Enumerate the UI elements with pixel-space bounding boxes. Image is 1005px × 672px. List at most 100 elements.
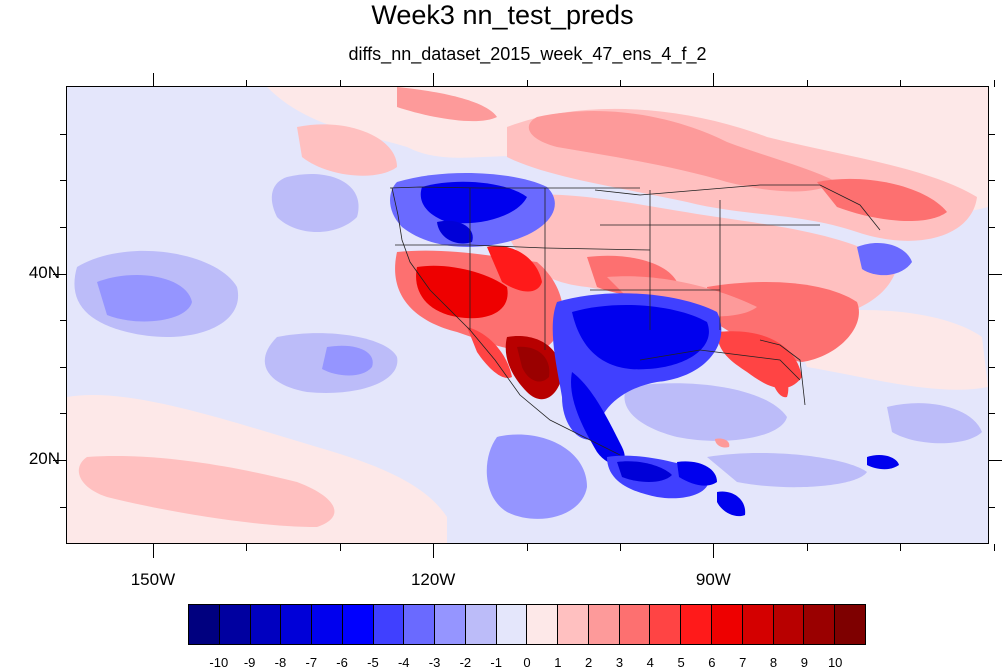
lat-tick-right (988, 413, 995, 415)
colorbar-swatch (219, 605, 251, 644)
lon-tick-top (433, 73, 435, 87)
lat-tick-right (988, 273, 1002, 275)
ocean-blue-mid2 (322, 345, 373, 376)
colorbar-label: 8 (769, 655, 778, 670)
canada-red-patch (397, 87, 497, 122)
colorbar-swatch (681, 605, 713, 644)
lon-tick-top (152, 73, 154, 87)
lon-tick-label: 90W (695, 570, 731, 589)
colorbar-label: -3 (428, 655, 441, 670)
lon-tick-bottom (619, 544, 621, 551)
colorbar-label: -6 (336, 655, 348, 670)
ocean-blue-nw (271, 173, 359, 232)
ocean-blue-east (887, 403, 982, 444)
centam-blue-2 (717, 491, 746, 517)
ocean-blue-gulf (624, 383, 787, 441)
colorbar-swatch (804, 605, 836, 644)
lon-tick-bottom (339, 544, 341, 551)
lat-tick-right (988, 506, 995, 508)
carib-blue-dots (867, 454, 899, 470)
colorbar-swatch (465, 605, 497, 644)
lon-tick-top (993, 80, 995, 87)
colorbar-label: -4 (397, 655, 410, 670)
lat-tick-left (60, 320, 67, 322)
colorbar-label: 5 (677, 655, 685, 670)
lat-tick-left (60, 506, 67, 508)
colorbar-swatch (712, 605, 743, 644)
colorbar-label: -9 (243, 655, 256, 670)
lat-tick-right (988, 133, 995, 135)
lon-tick-top (526, 80, 528, 87)
colorbar-label: 0 (523, 655, 531, 670)
lon-tick-bottom (806, 544, 808, 551)
colorbar-swatch (342, 605, 374, 644)
lat-tick-right (988, 366, 995, 368)
lon-tick-bottom (526, 544, 528, 551)
colorbar-swatch (835, 605, 865, 644)
lon-tick-top (246, 80, 248, 87)
colorbar-swatch (588, 605, 620, 644)
colorbar-label: -2 (459, 655, 472, 670)
colorbar-swatch (281, 605, 313, 644)
map-plot-area (67, 87, 988, 544)
colorbar-swatch (650, 605, 682, 644)
colorbar-swatch (373, 605, 405, 644)
colorbar-swatch (496, 605, 528, 644)
lon-tick-bottom (246, 544, 248, 551)
lat-tick-left (60, 366, 67, 368)
map-field-svg (67, 87, 988, 544)
lon-tick-bottom (993, 544, 995, 551)
lon-tick-top (806, 80, 808, 87)
colorbar-label: 7 (739, 655, 747, 670)
lat-tick-left (60, 413, 67, 415)
lat-tick-right (988, 226, 995, 228)
colorbar (188, 604, 866, 645)
colorbar-label: 1 (554, 655, 562, 670)
lon-tick-top (900, 80, 902, 87)
small-red-gulf (715, 438, 730, 448)
canada-red-core (528, 111, 837, 192)
colorbar-label: 3 (615, 655, 624, 670)
colorbar-swatch (619, 605, 651, 644)
colorbar-label: -7 (305, 655, 318, 670)
lon-tick-bottom (433, 544, 435, 558)
lat-tick-right (988, 460, 1002, 462)
lat-tick-left (60, 226, 67, 228)
lat-tick-left (53, 273, 67, 275)
lon-tick-bottom (152, 544, 154, 558)
lon-tick-label: 120W (410, 570, 456, 589)
lon-tick-top (339, 80, 341, 87)
colorbar-label: -10 (209, 655, 229, 670)
ocean-blue-south (486, 434, 587, 519)
ocean-blue-west-core (97, 274, 192, 322)
centam-blue (677, 461, 717, 486)
lat-tick-left (60, 133, 67, 135)
ne-blue (857, 242, 912, 276)
lat-tick-right (988, 320, 995, 322)
colorbar-label: -8 (274, 655, 287, 670)
colorbar-swatch (527, 605, 559, 644)
lon-tick-top (619, 80, 621, 87)
colorbar-label: 6 (708, 655, 716, 670)
colorbar-swatch (558, 605, 589, 644)
colorbar-label: 2 (585, 655, 593, 670)
ocean-blue-carib (707, 452, 867, 488)
colorbar-label: 4 (646, 655, 654, 670)
lat-tick-label: 20N (28, 449, 60, 469)
pink-nw-ocean (297, 124, 397, 176)
colorbar-swatch (250, 605, 282, 644)
colorbar-swatch (312, 605, 343, 644)
lat-tick-left (60, 180, 67, 182)
colorbar-swatch (404, 605, 436, 644)
mexico-blue-south-core (617, 461, 672, 482)
colorbar-label: 10 (827, 655, 843, 670)
colorbar-swatch (773, 605, 805, 644)
colorbar-label: 9 (800, 655, 808, 670)
pink-south-core (78, 456, 335, 527)
lon-tick-bottom (900, 544, 902, 551)
colorbar-swatch (435, 605, 466, 644)
lat-tick-label: 40N (28, 262, 60, 282)
lon-tick-label: 150W (130, 570, 176, 589)
colorbar-swatch (189, 605, 220, 644)
chart-subtitle: diffs_nn_dataset_2015_week_47_ens_4_f_2 (348, 44, 707, 64)
